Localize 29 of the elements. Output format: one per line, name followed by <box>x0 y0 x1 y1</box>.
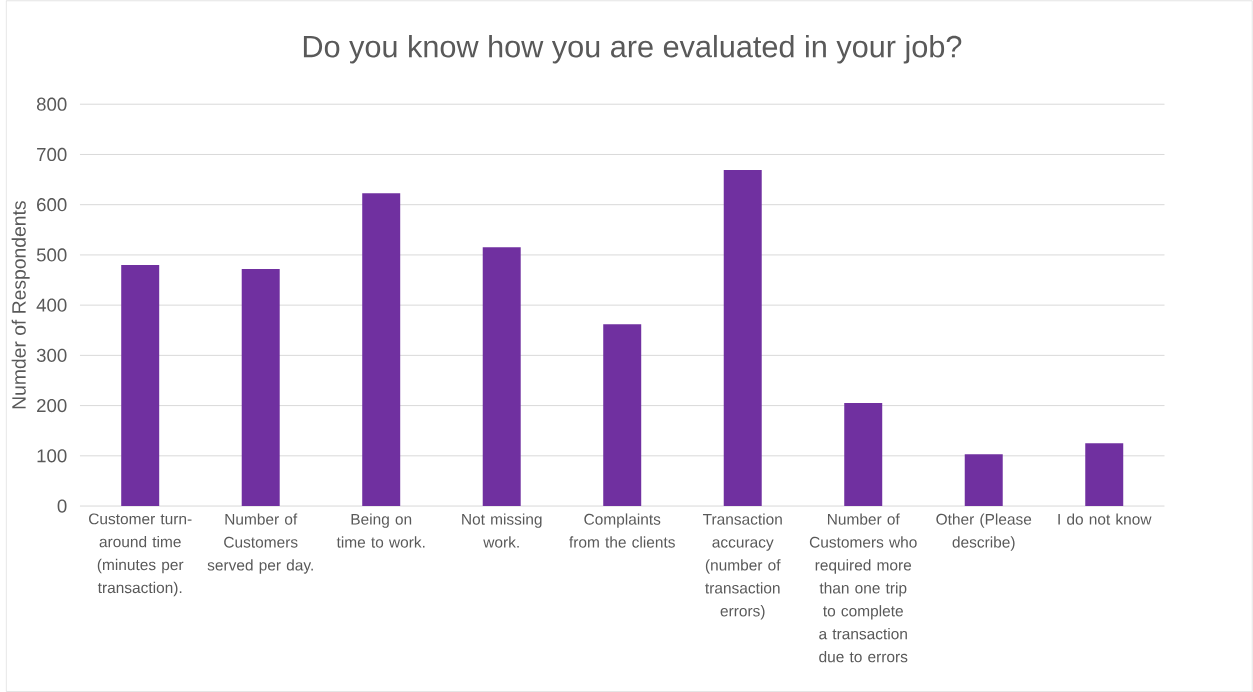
y-tick-label: 300 <box>36 348 67 362</box>
y-tick-label: 500 <box>36 248 67 262</box>
bar <box>723 169 762 506</box>
bar <box>241 268 280 506</box>
x-tick-label: Customer turn-around time (minutes per transaction). <box>89 513 192 597</box>
chart-title: Do you know how you are evaluated in your job? <box>303 34 962 64</box>
bar <box>1085 443 1124 506</box>
y-tick-label: 0 <box>57 499 67 513</box>
x-tick-label: Other (Please describe) <box>936 513 1032 551</box>
y-tick-label: 600 <box>37 197 67 212</box>
x-tick-label: Being on time to work. <box>336 513 425 548</box>
y-tick-label: 700 <box>37 147 67 161</box>
x-tick-label: Transaction accuracy (number of transaction errors) <box>702 513 782 620</box>
x-tick-label: Not missing work. <box>462 513 542 548</box>
y-tick-label: 200 <box>37 398 67 413</box>
y-axis-title: Numder of Respondents <box>11 201 30 409</box>
bar <box>603 324 642 506</box>
y-tick-label: 800 <box>36 97 67 111</box>
x-tick-label: Number of Customers served per day. <box>207 513 313 574</box>
y-tick-label: 400 <box>36 298 67 312</box>
bar <box>121 264 160 506</box>
y-tick-label: 100 <box>37 449 67 463</box>
x-tick-label: Complaints from the clients <box>569 513 675 548</box>
bar <box>964 454 1003 506</box>
bar <box>362 193 401 506</box>
x-tick-label: I do not know <box>1058 513 1152 525</box>
bar <box>844 402 883 506</box>
x-tick-label: Number of Customers who required more than one trip to complete a transaction due to errors <box>809 513 917 663</box>
bar <box>482 247 521 506</box>
